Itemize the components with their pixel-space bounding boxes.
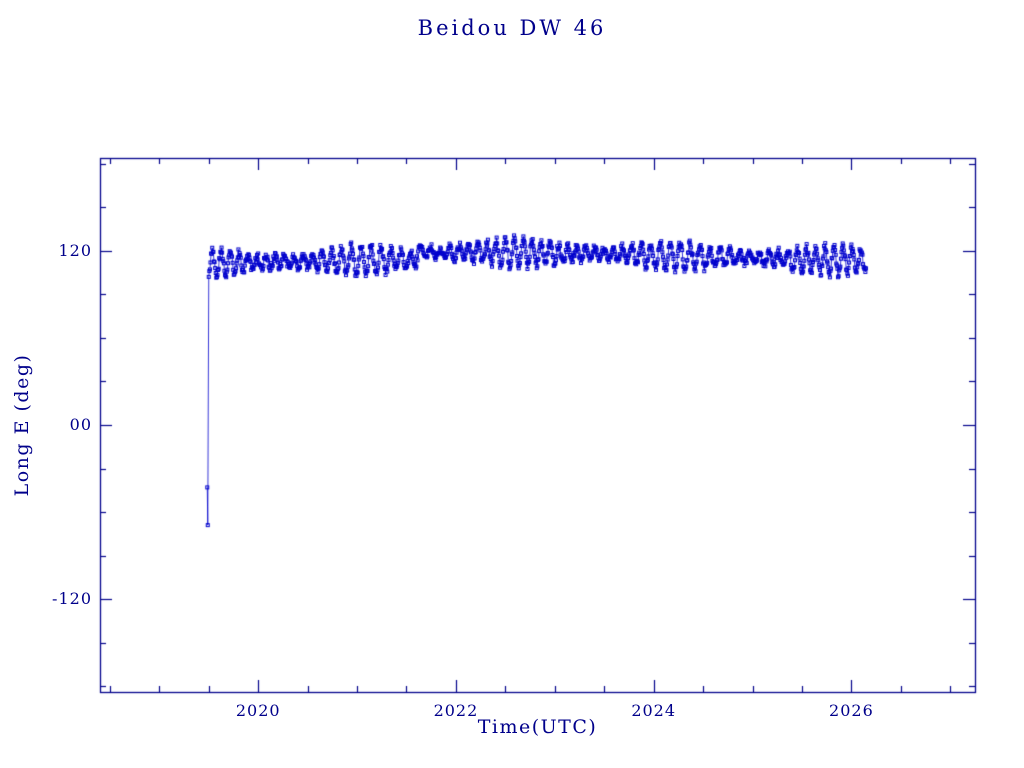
x-tick-label-2026: 2026 [829, 701, 874, 720]
x-axis-label: Time(UTC) [477, 716, 598, 738]
y-tick-label-00: 00 [69, 415, 92, 434]
x-tick-label-2024: 2024 [631, 701, 677, 720]
x-tick-label-2020: 2020 [235, 701, 281, 720]
chart-title: Beidou DW 46 [417, 16, 607, 40]
x-tick-label-2022: 2022 [433, 701, 479, 720]
y-tick-label--120: -120 [52, 589, 92, 609]
y-tick-label-120: 120 [58, 240, 92, 260]
